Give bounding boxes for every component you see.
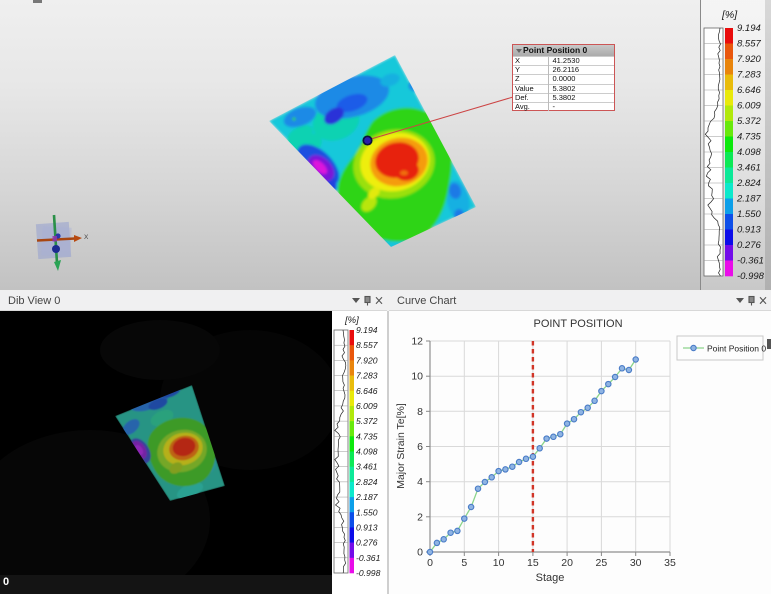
svg-text:30: 30	[630, 557, 642, 569]
svg-text:7.283: 7.283	[737, 70, 761, 81]
svg-text:0.276: 0.276	[356, 538, 378, 548]
svg-text:4.098: 4.098	[356, 447, 378, 457]
svg-text:[%]: [%]	[721, 9, 738, 21]
svg-text:Point Position 0: Point Position 0	[707, 344, 766, 354]
svg-text:2.824: 2.824	[736, 178, 761, 189]
svg-text:25: 25	[596, 557, 608, 569]
svg-text:5.372: 5.372	[356, 416, 378, 426]
svg-text:3.461: 3.461	[356, 462, 378, 472]
svg-text:8: 8	[417, 406, 423, 418]
svg-text:0.276: 0.276	[737, 240, 761, 251]
svg-text:0: 0	[427, 557, 433, 569]
svg-text:4: 4	[417, 476, 423, 488]
svg-text:35: 35	[664, 557, 676, 569]
svg-text:7.920: 7.920	[356, 355, 378, 365]
svg-text:POINT POSITION: POINT POSITION	[533, 318, 622, 330]
svg-text:4.098: 4.098	[737, 147, 761, 158]
svg-text:6.646: 6.646	[737, 85, 761, 96]
svg-text:15: 15	[527, 557, 539, 569]
svg-text:-0.361: -0.361	[737, 256, 764, 267]
svg-text:5: 5	[461, 557, 467, 569]
svg-text:6.009: 6.009	[356, 401, 378, 411]
svg-text:20: 20	[561, 557, 573, 569]
svg-text:3.461: 3.461	[737, 163, 761, 174]
svg-text:8.557: 8.557	[356, 340, 379, 350]
svg-text:1.550: 1.550	[356, 507, 378, 517]
svg-text:8.557: 8.557	[737, 39, 761, 50]
svg-text:0.913: 0.913	[356, 522, 378, 532]
svg-text:10: 10	[493, 557, 505, 569]
svg-text:2: 2	[417, 511, 423, 523]
svg-text:7.920: 7.920	[737, 54, 761, 65]
svg-text:9.194: 9.194	[356, 325, 378, 335]
svg-text:-0.998: -0.998	[737, 271, 765, 282]
svg-text:10: 10	[411, 371, 423, 383]
svg-text:4.735: 4.735	[737, 132, 761, 143]
svg-text:Stage: Stage	[536, 572, 565, 584]
svg-text:6: 6	[417, 441, 423, 453]
svg-text:Major Strain Te[%]: Major Strain Te[%]	[395, 403, 407, 489]
svg-text:[%]: [%]	[344, 315, 359, 326]
svg-text:2.187: 2.187	[355, 492, 379, 502]
svg-text:4.735: 4.735	[356, 431, 378, 441]
svg-text:2.824: 2.824	[355, 477, 378, 487]
svg-text:6.009: 6.009	[737, 101, 761, 112]
svg-text:-0.998: -0.998	[356, 568, 381, 578]
svg-text:6.646: 6.646	[356, 386, 378, 396]
svg-text:7.283: 7.283	[356, 371, 378, 381]
svg-text:2.187: 2.187	[736, 194, 761, 205]
svg-text:1.550: 1.550	[737, 209, 761, 220]
svg-text:5.372: 5.372	[737, 116, 761, 127]
svg-text:12: 12	[411, 336, 423, 348]
svg-text:X: X	[84, 234, 89, 241]
svg-text:0: 0	[417, 547, 423, 559]
svg-text:0.913: 0.913	[737, 225, 761, 236]
svg-text:-0.361: -0.361	[356, 553, 381, 563]
svg-text:9.194: 9.194	[737, 23, 761, 34]
